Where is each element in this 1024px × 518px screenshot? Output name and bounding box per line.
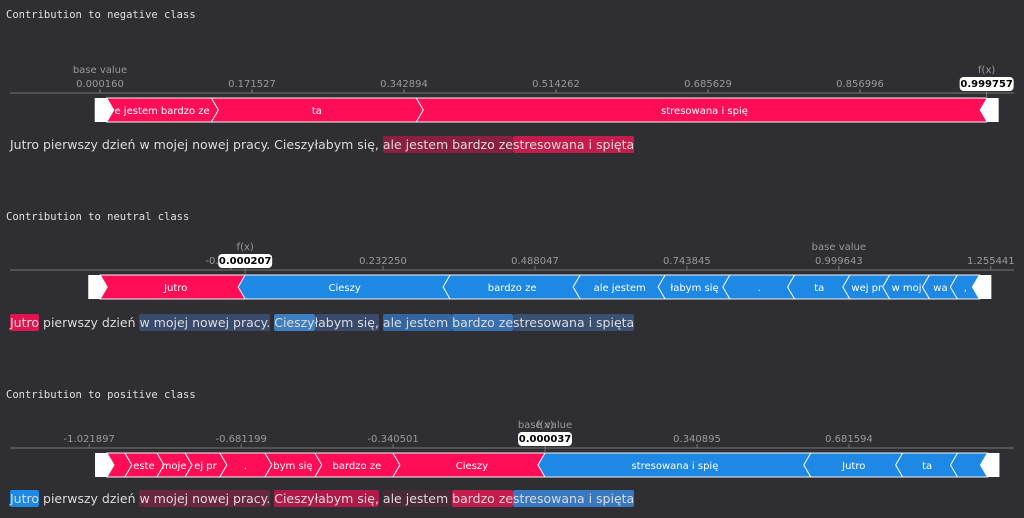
bar-cap: [95, 453, 115, 477]
fx-box: [517, 432, 572, 446]
tick-label: 0.488047: [511, 256, 559, 267]
token-text: Jutro pierwszy dzień w mojej nowej pracy…: [10, 136, 635, 153]
force-bar: este moje ej pr. bym się bardzo ze Cieszy stre…: [106, 452, 989, 478]
bar-cap: [94, 98, 114, 122]
token: bardzo ze: [452, 314, 514, 331]
bar-cap: [972, 275, 992, 299]
segment-label: Jutro: [163, 283, 187, 294]
panel-title: Contribution to negative class: [6, 9, 196, 21]
token: Cieszyłabym się,: [274, 490, 379, 507]
token-text: Jutro pierwszy dzień w mojej nowej pracy…: [10, 314, 635, 331]
segment-label: ta: [312, 106, 322, 117]
force-bar: e jestem bardzo ze ta stresowana i spię: [105, 97, 995, 123]
force-bar: Jutro Cieszy bardzo ze ale jestem łabym się.…: [99, 274, 981, 300]
token: pierwszy dzień: [39, 315, 140, 330]
tick-label: 0.681594: [825, 434, 873, 445]
segment-label: ta: [814, 283, 824, 294]
segment-label: bardzo ze: [488, 283, 537, 294]
segment-label: Cieszy: [328, 283, 360, 294]
token: łabym się,: [314, 314, 379, 331]
segment-label: ta: [922, 461, 932, 472]
token: Jutro pierwszy dzień w mojej nowej pracy…: [10, 137, 383, 152]
fx-value: 0.999757: [960, 79, 1013, 90]
segment-label: ,: [964, 283, 967, 294]
segment-label: ale jestem: [594, 283, 646, 294]
tick-label: 0.342894: [380, 79, 428, 90]
token: ale jestem: [382, 314, 453, 331]
tick-label: 0.999643: [815, 256, 863, 267]
segment-label: este: [133, 461, 154, 472]
segment-label: bardzo ze: [333, 461, 382, 472]
segment-label: wej pr: [851, 283, 883, 294]
tick-label: 0.685629: [684, 79, 732, 90]
segment-label: w moj: [892, 283, 922, 294]
token: bardzo ze: [452, 490, 514, 507]
panel-title: Contribution to positive class: [6, 389, 196, 401]
segment-label: Cieszy: [456, 461, 488, 472]
fx-box: [218, 254, 273, 268]
segment-label: Jutro: [841, 461, 865, 472]
bar-cap: [980, 453, 1000, 477]
tick-label: 0.171527: [228, 79, 276, 90]
token: stresowana i spięta: [513, 314, 635, 331]
token: Cieszy: [274, 314, 315, 331]
tick-label: 1.255441: [967, 256, 1015, 267]
segment-label: wa: [933, 283, 947, 294]
segment-label: .: [758, 283, 761, 294]
token: w mojej nowej pracy.: [139, 314, 271, 331]
token: Jutro: [10, 314, 40, 331]
bar-cap: [979, 98, 999, 122]
segment-label: stresowana i spię: [661, 106, 748, 117]
token-text: Jutro pierwszy dzień w mojej nowej pracy…: [10, 490, 635, 507]
token: stresowana i spięta: [512, 136, 635, 153]
token: stresowana i spięta: [513, 490, 635, 507]
tick-label: 0.340895: [673, 434, 721, 445]
token: ale jestem bardzo ze: [382, 136, 513, 153]
token: w mojej nowej pracy.: [139, 490, 271, 507]
tick-label: 0.000160: [76, 79, 124, 90]
fx-value: 0.000207: [219, 256, 272, 267]
token: pierwszy dzień: [39, 491, 140, 506]
token: ale jestem: [382, 490, 453, 507]
fx-label: f(x): [237, 242, 254, 253]
tick-label: -0.340501: [367, 434, 418, 445]
fx-value: 0.000037: [519, 434, 572, 445]
tick-label: 0.232250: [359, 256, 407, 267]
segment-label: łabym się: [670, 283, 718, 294]
fx-box: [959, 77, 1014, 91]
tick-label: 0.743845: [663, 256, 711, 267]
base-value-label: base value: [518, 420, 572, 431]
segment-label: e jestem bardzo ze: [114, 106, 209, 117]
bar-cap: [88, 275, 108, 299]
segment-label: stresowana i spię: [631, 461, 718, 472]
tick-label: 0.514262: [532, 79, 580, 90]
tick-label: -0.681199: [216, 434, 267, 445]
segment-label: .: [244, 461, 247, 472]
tick-label: 0.856996: [836, 79, 884, 90]
base-value-label: base value: [73, 65, 127, 76]
base-value-label: base value: [812, 242, 866, 253]
segment-label: bym się: [273, 461, 312, 472]
fx-label: f(x): [536, 420, 553, 431]
token: Jutro: [10, 490, 40, 507]
panel-title: Contribution to neutral class: [6, 211, 189, 223]
fx-label: f(x): [978, 65, 995, 76]
tick-label: -1.021897: [64, 434, 115, 445]
segment-label: moje: [162, 461, 187, 472]
segment-label: ej pr: [194, 461, 217, 472]
